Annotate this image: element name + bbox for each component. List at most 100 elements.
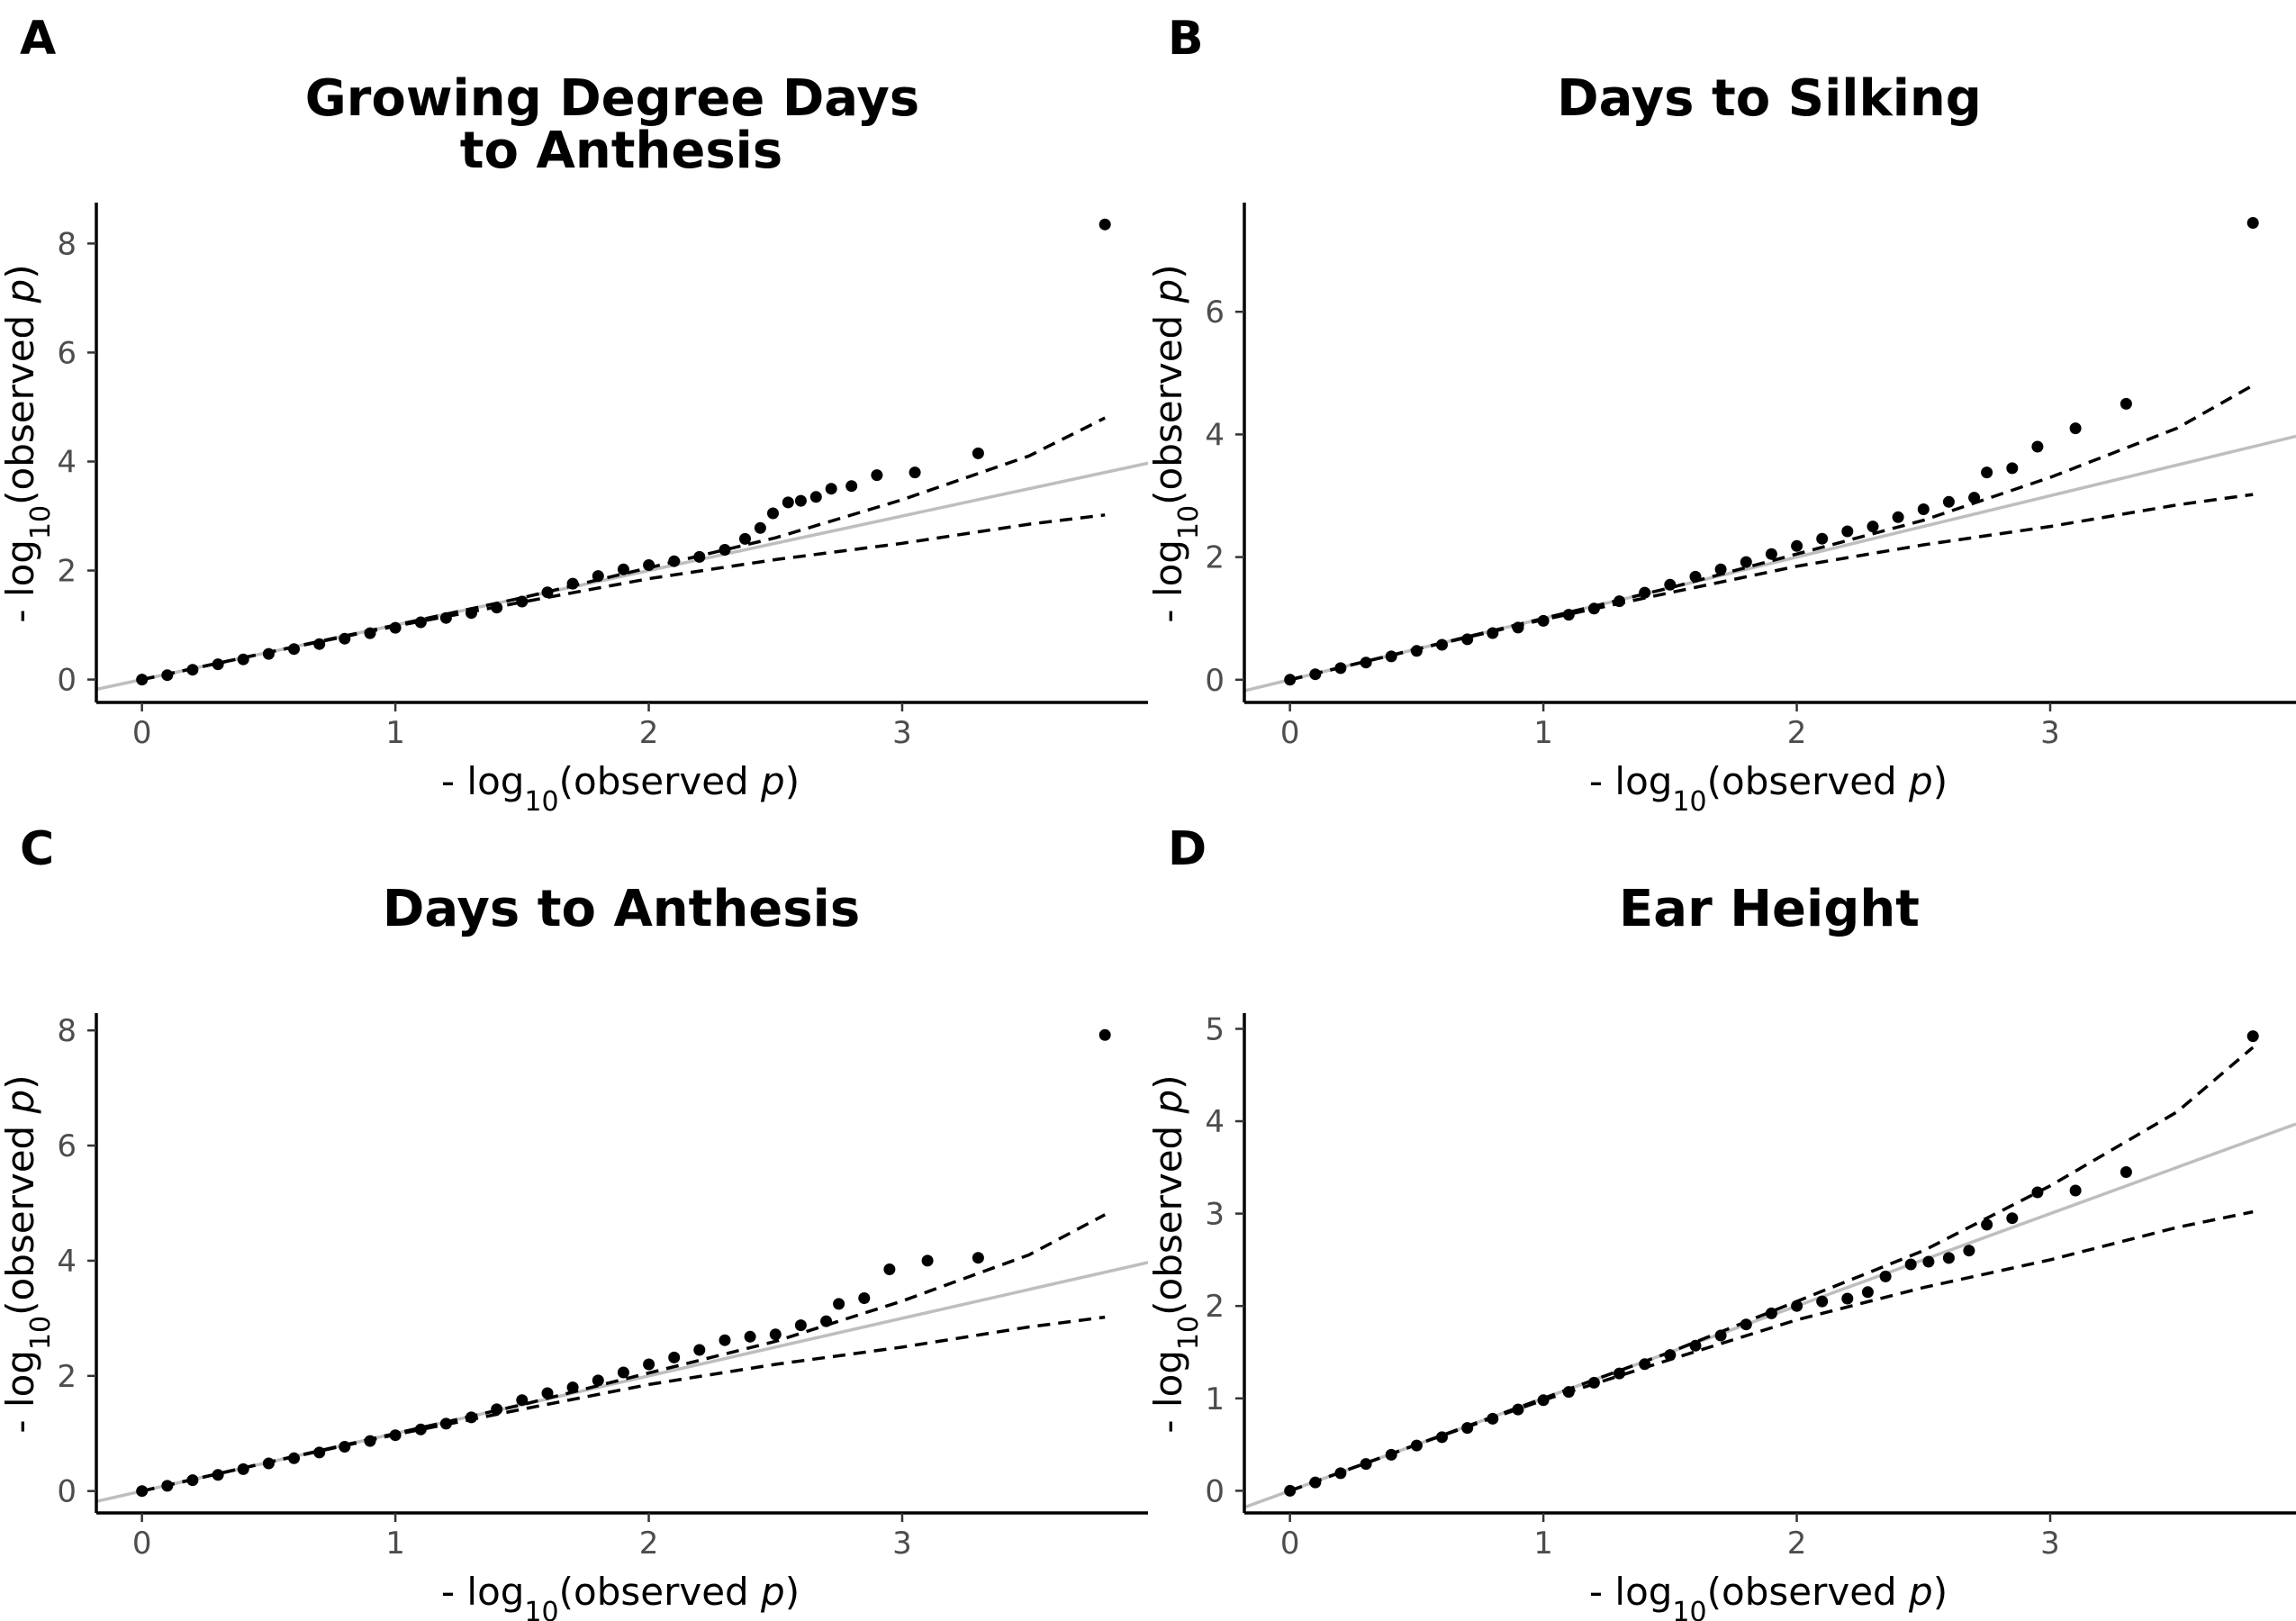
panel-a: A Growing Degree Days to Anthesis 0 1 2 3 0 2… xyxy=(0,12,1148,818)
data-point xyxy=(1436,638,1448,651)
data-point xyxy=(1841,1292,1854,1305)
x-tick-label: 1 xyxy=(1533,715,1553,751)
data-point xyxy=(1309,668,1322,681)
data-point xyxy=(871,469,883,482)
data-point xyxy=(643,1358,655,1371)
data-point xyxy=(2246,217,2259,229)
data-point xyxy=(516,1394,529,1407)
data-point xyxy=(516,595,529,608)
panel-letter: B xyxy=(1168,12,1204,66)
data-point xyxy=(1487,627,1499,639)
data-point xyxy=(1587,602,1600,615)
data-point xyxy=(1791,1300,1803,1312)
data-point xyxy=(1487,1412,1499,1425)
data-point xyxy=(1098,1028,1111,1041)
data-point xyxy=(1587,1376,1600,1389)
data-point xyxy=(491,602,503,614)
data-point xyxy=(2031,1186,2044,1199)
data-point xyxy=(491,1403,503,1416)
data-point xyxy=(1309,1476,1322,1489)
y-tick-label: 8 xyxy=(57,226,77,262)
data-point xyxy=(921,1254,934,1267)
data-point xyxy=(1922,1255,1935,1268)
data-point xyxy=(1098,218,1111,231)
data-point xyxy=(833,1298,845,1310)
data-point xyxy=(466,607,477,620)
data-point xyxy=(769,1328,782,1341)
data-point xyxy=(1904,1258,1917,1271)
data-point xyxy=(212,658,224,671)
data-point xyxy=(2069,1184,2082,1197)
panel-title-line-1: Days to Silking xyxy=(1557,69,1982,128)
panel-title-line-2: to Anthesis xyxy=(460,122,782,180)
y-tick-label: 2 xyxy=(57,1359,77,1395)
data-point xyxy=(825,483,837,495)
y-tick-label: 8 xyxy=(57,1013,77,1049)
data-point xyxy=(1689,570,1702,583)
data-point xyxy=(136,1485,149,1498)
data-point xyxy=(466,1411,477,1424)
data-point xyxy=(1284,1484,1297,1497)
data-point xyxy=(1639,586,1651,599)
y-tick-label: 4 xyxy=(1205,417,1225,453)
x-tick-label: 0 xyxy=(132,1526,152,1562)
data-point xyxy=(1963,1245,1975,1257)
data-point xyxy=(364,627,376,639)
data-point xyxy=(668,1351,681,1363)
y-tick-label: 0 xyxy=(57,663,77,699)
data-point xyxy=(237,1463,249,1475)
data-point xyxy=(1334,662,1347,675)
y-tick-label: 3 xyxy=(1205,1197,1225,1233)
data-point xyxy=(1537,1394,1550,1407)
y-axis-title: - log10(observed p) xyxy=(0,264,57,622)
x-tick-label: 1 xyxy=(1533,1526,1553,1562)
data-point xyxy=(2006,462,2019,475)
data-point xyxy=(1664,578,1677,591)
y-tick-label: 0 xyxy=(1205,1473,1225,1509)
data-point xyxy=(186,664,199,676)
x-axis-title: - log10(observed p) xyxy=(441,759,800,818)
y-tick-label: 5 xyxy=(1205,1011,1225,1047)
data-point xyxy=(744,1330,756,1343)
data-point xyxy=(1714,1329,1727,1342)
data-point xyxy=(820,1315,833,1327)
x-tick-label: 2 xyxy=(639,715,659,751)
data-point xyxy=(1385,1448,1397,1461)
y-tick-label: 0 xyxy=(57,1474,77,1510)
data-point xyxy=(592,1374,604,1387)
data-point xyxy=(439,611,452,624)
data-point xyxy=(1436,1431,1448,1444)
confidence-lower-line xyxy=(141,513,1106,682)
data-point xyxy=(1816,532,1829,545)
data-point xyxy=(1740,556,1752,568)
data-point xyxy=(809,491,822,503)
confidence-lower-line xyxy=(1289,1209,2254,1493)
panel-title-line-1: Days to Anthesis xyxy=(383,880,860,938)
data-point xyxy=(1334,1467,1347,1480)
y-tick-label: 4 xyxy=(57,1244,77,1280)
data-point xyxy=(782,496,794,509)
data-point xyxy=(693,1344,706,1356)
data-point xyxy=(754,521,766,534)
data-point xyxy=(1385,650,1397,663)
data-point xyxy=(767,507,779,520)
y-axis-title: - log10(observed p) xyxy=(1146,1074,1205,1433)
data-point xyxy=(1639,1358,1651,1371)
data-point xyxy=(1410,1439,1423,1452)
x-tick-label: 2 xyxy=(639,1526,659,1562)
data-point xyxy=(883,1263,896,1275)
data-point xyxy=(541,1387,554,1399)
data-point xyxy=(719,1334,731,1346)
data-point xyxy=(739,532,751,545)
data-point xyxy=(1981,1218,1993,1231)
confidence-upper-line xyxy=(141,416,1106,682)
data-point xyxy=(1614,1367,1625,1380)
y-tick-label: 4 xyxy=(57,444,77,480)
y-tick-label: 6 xyxy=(57,335,77,371)
data-point xyxy=(693,550,706,563)
confidence-lower-line xyxy=(1289,493,2254,682)
data-point xyxy=(972,447,984,459)
